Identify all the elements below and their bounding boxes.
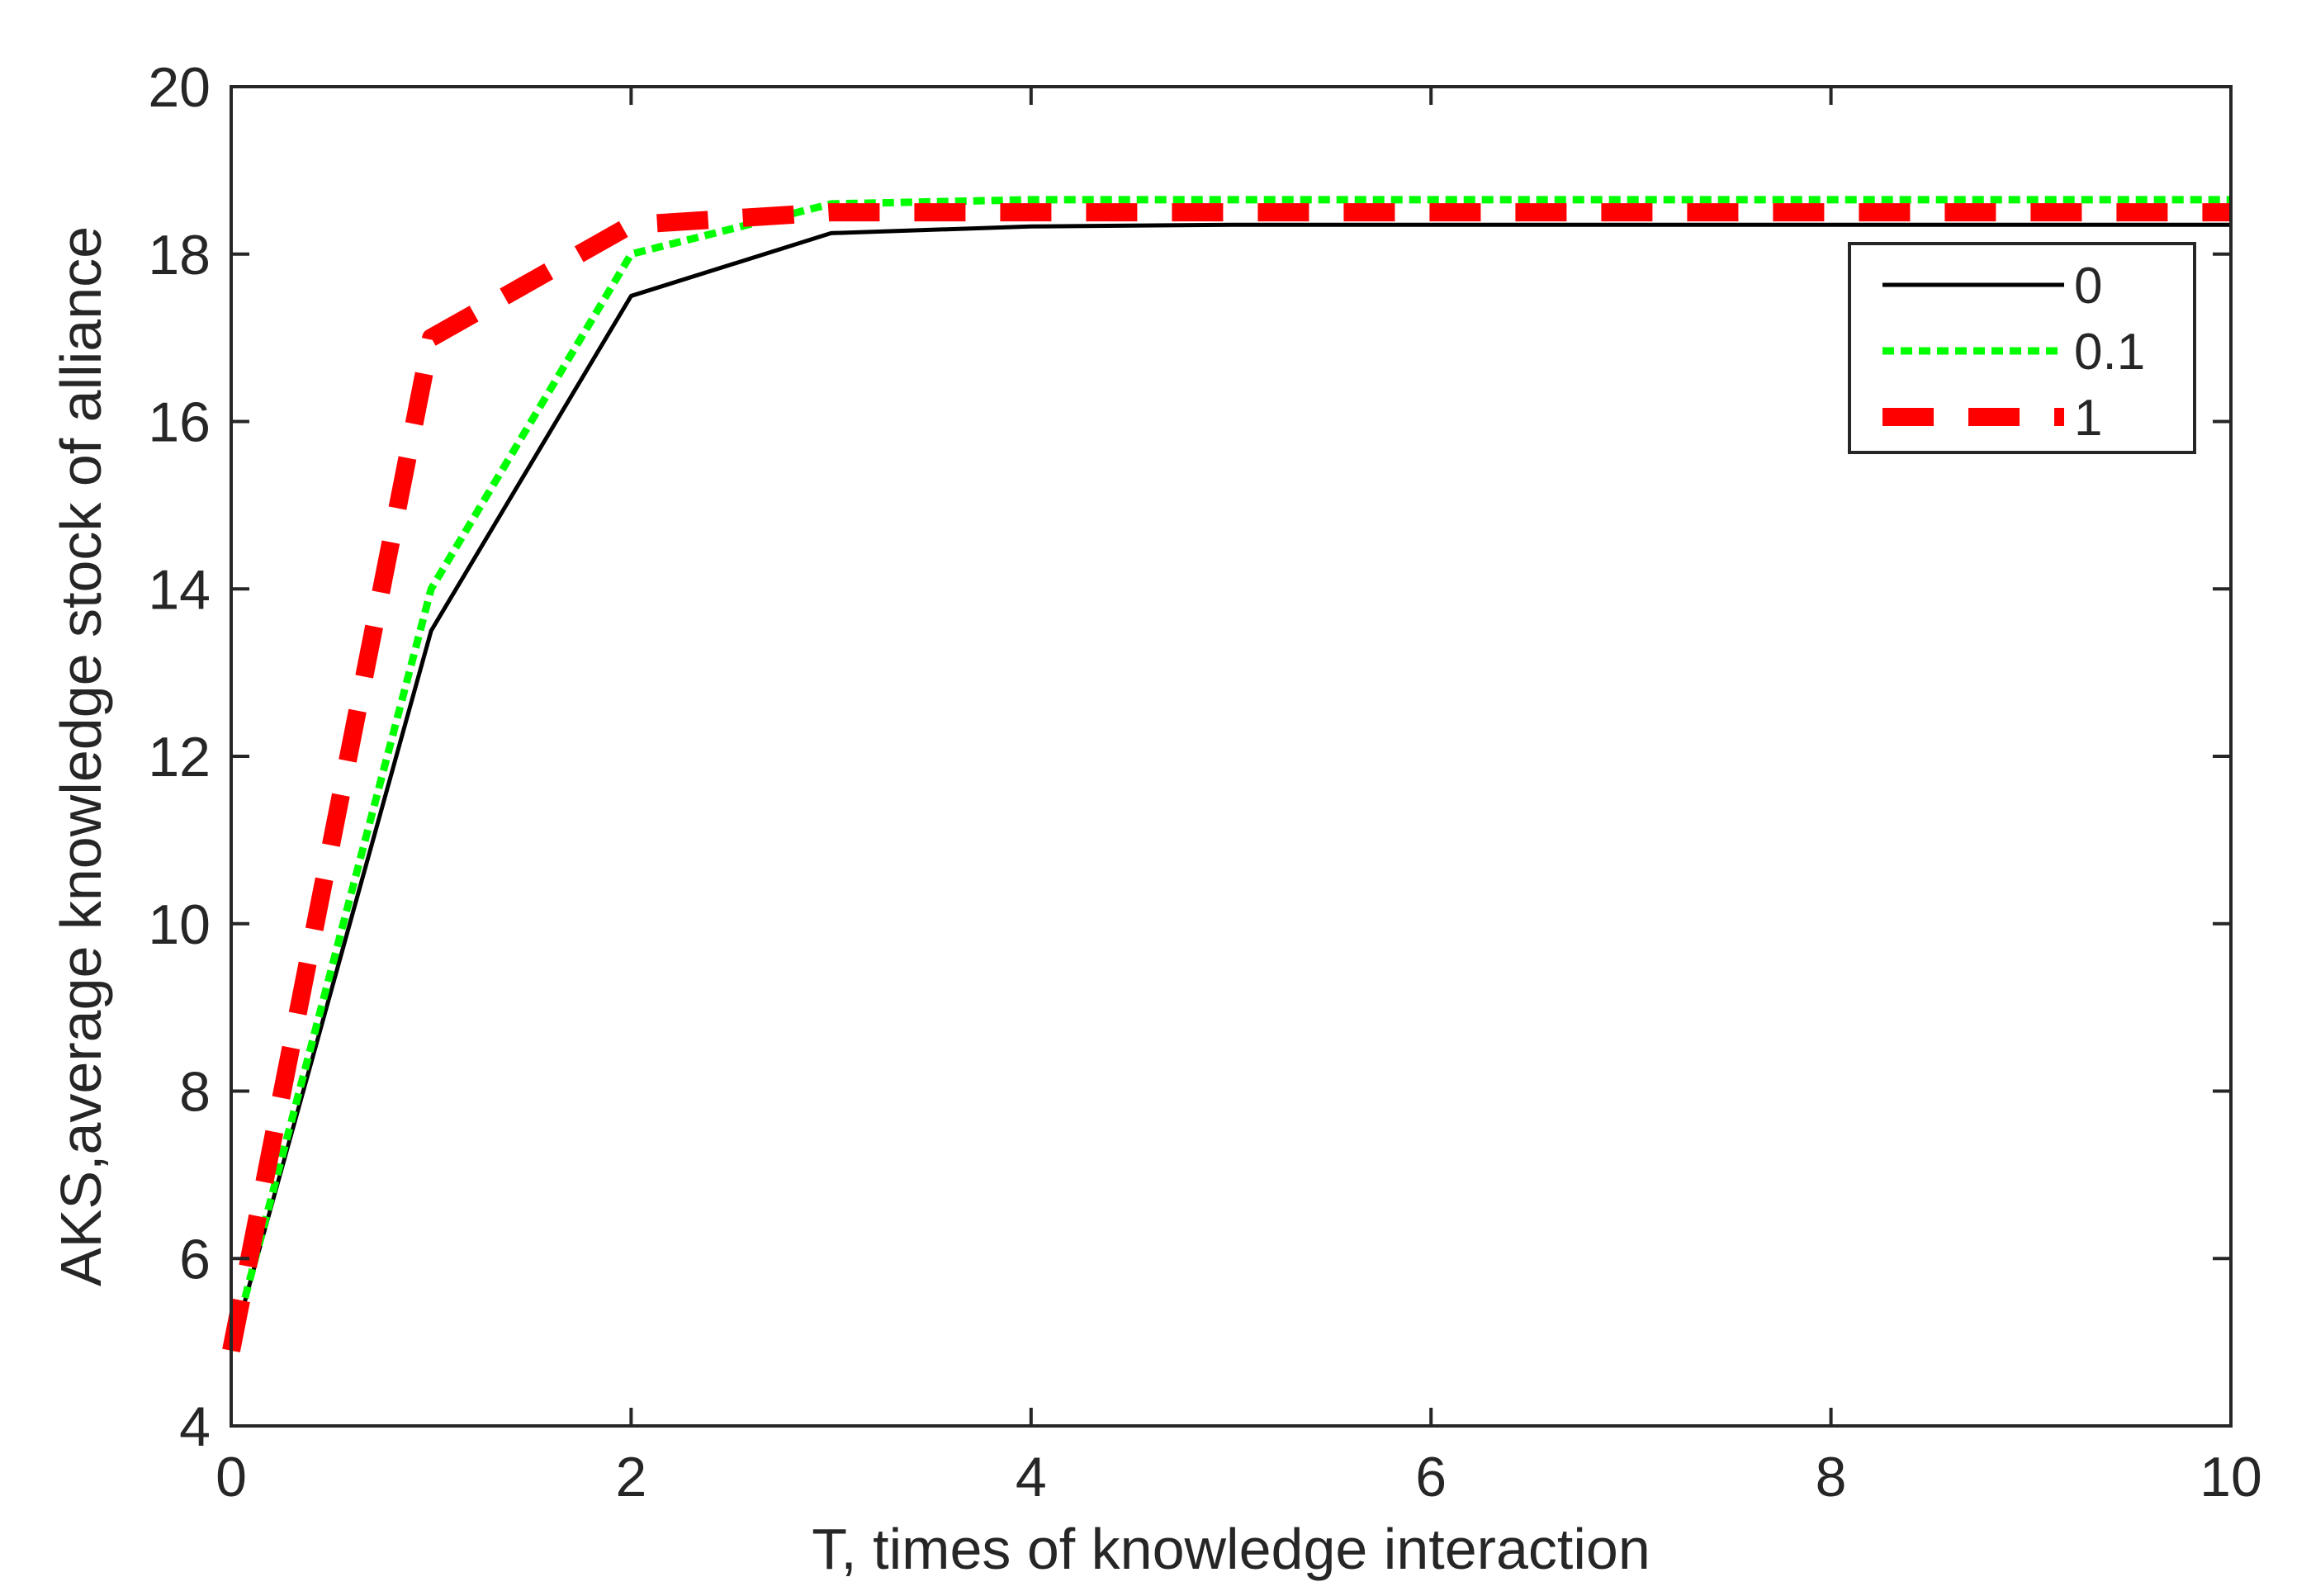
series-line-1 [227, 196, 2231, 1352]
series-line-0 [229, 222, 2231, 1352]
legend-label-1: 0.1 [2074, 324, 2145, 381]
x-axis-label: T, times of knowledge interaction [812, 1517, 1650, 1581]
x-tick-label: 0 [215, 1446, 247, 1508]
x-tick-label: 8 [1816, 1446, 1847, 1508]
y-tick-label: 8 [179, 1061, 211, 1124]
y-tick-label: 18 [148, 224, 211, 287]
y-tick-label: 12 [148, 726, 211, 789]
series-line-2 [222, 203, 2231, 1352]
y-tick-label: 20 [148, 56, 211, 119]
y-tick-label: 10 [148, 893, 211, 956]
x-tick-label: 4 [1016, 1446, 1047, 1508]
series-layer [222, 196, 2231, 1352]
x-tick-label: 10 [2200, 1446, 2262, 1508]
y-tick-label: 4 [179, 1395, 211, 1458]
y-axis-label: AKS,average knowledge stock of alliance [49, 226, 113, 1286]
y-tick-label: 6 [179, 1228, 211, 1291]
legend-label-0: 0 [2074, 258, 2102, 315]
x-tick-label: 6 [1415, 1446, 1447, 1508]
y-tick-label: 16 [148, 391, 211, 454]
legend-label-2: 1 [2074, 390, 2102, 447]
x-tick-label: 2 [615, 1446, 646, 1508]
legend: 00.11 [1848, 242, 2196, 454]
y-tick-label: 14 [148, 558, 211, 621]
